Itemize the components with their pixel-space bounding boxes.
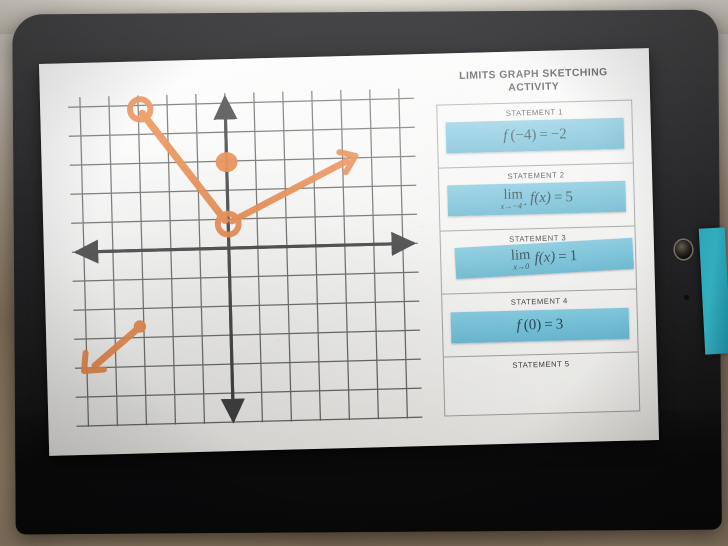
statement-row-2: STATEMENT 2 lim x→−4⁺ f(x) = 5 [438,163,635,232]
statement-table: STATEMENT 1 f (−4) = −2 STATEMENT 2 lim [436,99,641,417]
eq1-value: −2 [550,126,567,143]
eq3-lim: lim [510,246,531,264]
statement-equation-1: f (−4) = −2 [503,126,567,145]
coordinate-graph [68,88,423,427]
filled-point-left [133,320,147,333]
eq2-fn: f(x) [529,189,552,207]
eq1-arg: (−4) [510,127,537,144]
y-axis [213,94,245,424]
eq1-fn: f [503,128,508,145]
filled-point-0-3 [215,152,238,173]
eq3-sub: x→0 [513,262,530,273]
grid-lines [68,88,423,427]
eq4-eq: = [544,316,553,334]
statement-label-1: STATEMENT 1 [505,107,564,119]
open-circle-neg4-5 [126,96,154,123]
statement-equation-2: lim x→−4⁺ f(x) = 5 [500,186,573,212]
left-branch-segment [91,325,142,370]
statement-equation-3: lim x→0 f(x) = 1 [510,245,578,273]
statement-sticker-1[interactable]: f (−4) = −2 [445,117,625,154]
eq2-eq: = [553,189,563,206]
ascending-segment [228,157,350,225]
worksheet-paper: LIMITS GRAPH SKETCHING ACTIVITY STATEMEN… [38,48,660,456]
left-branch-arrowhead [81,349,107,374]
eq2-value: 5 [565,189,574,206]
eq3-fn: f(x) [534,249,556,267]
eq4-value: 3 [555,316,564,333]
eq1-eq: = [539,126,549,144]
statement-row-5: STATEMENT 5 [444,353,639,416]
open-circle-0-1 [214,210,242,238]
student-sketch [81,96,359,374]
statement-row-3: STATEMENT 3 lim x→0 f(x) = 1 [440,226,637,295]
statements-panel: LIMITS GRAPH SKETCHING ACTIVITY STATEMEN… [435,67,641,432]
eq4-fn: f [516,317,522,334]
eq3-limit-operator: lim x→0 [510,246,532,273]
statement-sticker-4[interactable]: f (0) = 3 [450,307,630,344]
graph-region [66,76,425,437]
statement-row-4: STATEMENT 4 f (0) = 3 [442,289,638,358]
worksheet-title: LIMITS GRAPH SKETCHING ACTIVITY [435,67,632,97]
eq2-limit-operator: lim x→−4⁺ [500,186,527,212]
statement-row-1: STATEMENT 1 f (−4) = −2 [437,100,633,169]
eq3-value: 1 [569,248,578,265]
descending-segment [138,109,229,224]
statement-empty-slot-5[interactable] [452,370,631,406]
x-axis [73,231,417,264]
statement-equation-4: f (0) = 3 [516,316,564,334]
statement-sticker-2[interactable]: lim x→−4⁺ f(x) = 5 [447,180,627,217]
worksheet-title-line2: ACTIVITY [508,81,560,94]
case-sensor-dot [684,295,689,300]
ascending-arrowhead [336,149,359,176]
eq2-sub: x→−4⁺ [500,201,527,212]
eq2-lim: lim [503,186,524,203]
eq4-arg: (0) [523,317,542,334]
worksheet-title-line1: LIMITS GRAPH SKETCHING [459,67,608,83]
eq3-eq: = [557,248,568,266]
